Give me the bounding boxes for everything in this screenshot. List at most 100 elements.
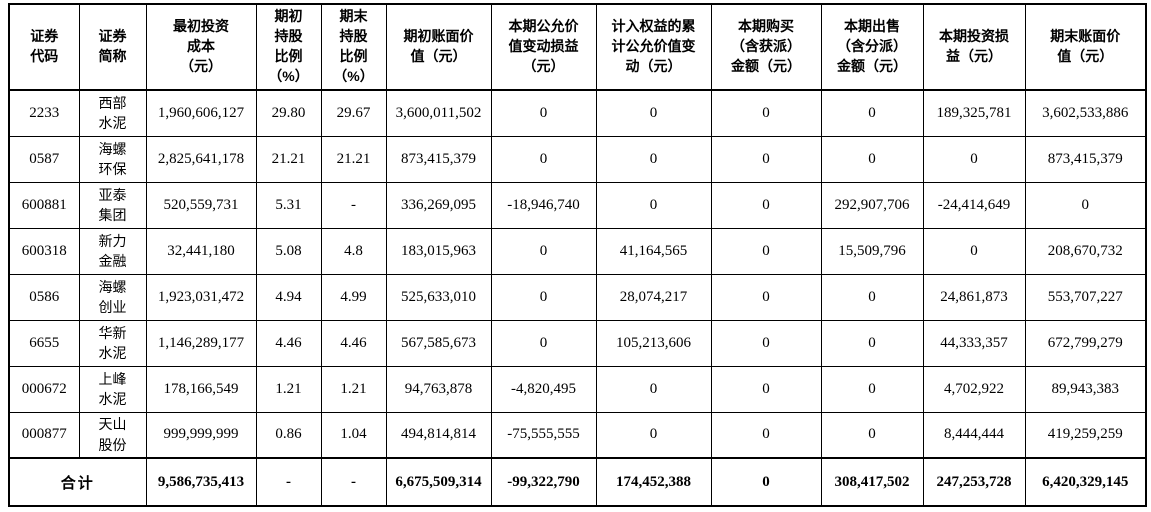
value-cell: 105,213,606 — [595, 319, 712, 367]
security-code-cell: 600881 — [8, 181, 80, 229]
column-header: 本期投资损 益（元） — [922, 3, 1026, 91]
column-header: 期初 持股 比例 （%） — [255, 3, 322, 91]
total-value-cell: - — [255, 457, 322, 507]
security-name-cell: 海螺创业 — [78, 273, 147, 321]
total-value-cell: 174,452,388 — [595, 457, 712, 507]
value-cell: 0.86 — [255, 411, 322, 459]
value-cell: 0 — [710, 181, 822, 229]
column-header: 证券 代码 — [8, 3, 80, 91]
table-row: 000877 天山股份 999,999,999 0.86 1.04 494,814,814… — [8, 411, 1147, 459]
value-cell: 525,633,010 — [385, 273, 492, 321]
value-cell: 3,600,011,502 — [385, 89, 492, 137]
security-name-cell: 西部水泥 — [78, 89, 147, 137]
value-cell: 89,943,383 — [1024, 365, 1147, 413]
value-cell: 873,415,379 — [385, 135, 492, 183]
table-row: 0587 海螺环保 2,825,641,178 21.21 21.21 873,415,3… — [8, 135, 1147, 183]
column-header: 证券 简称 — [78, 3, 147, 91]
value-cell: 1.21 — [255, 365, 322, 413]
table-row: 6655 华新水泥 1,146,289,177 4.46 4.46 567,585,673… — [8, 319, 1147, 367]
value-cell: 4.94 — [255, 273, 322, 321]
value-cell: 0 — [490, 319, 597, 367]
security-name-cell: 天山股份 — [78, 411, 147, 459]
value-cell: 1.04 — [320, 411, 387, 459]
security-name-cell: 上峰水泥 — [78, 365, 147, 413]
column-header: 本期公允价 值变动损益 （元） — [490, 3, 597, 91]
value-cell: -18,946,740 — [490, 181, 597, 229]
security-name-cell: 华新水泥 — [78, 319, 147, 367]
value-cell: -4,820,495 — [490, 365, 597, 413]
value-cell: 0 — [490, 135, 597, 183]
value-cell: -75,555,555 — [490, 411, 597, 459]
value-cell: 1.21 — [320, 365, 387, 413]
value-cell: 0 — [710, 135, 822, 183]
security-code-cell: 0587 — [8, 135, 80, 183]
table-row: 2233 西部水泥 1,960,606,127 29.80 29.67 3,600,011… — [8, 89, 1147, 137]
value-cell: 15,509,796 — [820, 227, 924, 275]
value-cell: 336,269,095 — [385, 181, 492, 229]
value-cell: 999,999,999 — [145, 411, 257, 459]
value-cell: 0 — [922, 135, 1026, 183]
value-cell: 4.46 — [320, 319, 387, 367]
value-cell: 0 — [820, 365, 924, 413]
security-name-cell: 海螺环保 — [78, 135, 147, 183]
total-value-cell: 6,675,509,314 — [385, 457, 492, 507]
value-cell: 0 — [820, 411, 924, 459]
value-cell: 41,164,565 — [595, 227, 712, 275]
value-cell: 28,074,217 — [595, 273, 712, 321]
total-value-cell: - — [320, 457, 387, 507]
value-cell: 1,146,289,177 — [145, 319, 257, 367]
value-cell: 292,907,706 — [820, 181, 924, 229]
value-cell: 0 — [1024, 181, 1147, 229]
value-cell: 3,602,533,886 — [1024, 89, 1147, 137]
value-cell: - — [320, 181, 387, 229]
security-code-cell: 6655 — [8, 319, 80, 367]
value-cell: 21.21 — [255, 135, 322, 183]
security-code-cell: 2233 — [8, 89, 80, 137]
total-value-cell: 9,586,735,413 — [145, 457, 257, 507]
value-cell: 4,702,922 — [922, 365, 1026, 413]
column-header: 计入权益的累 计公允价值变 动（元） — [595, 3, 712, 91]
total-label: 合计 — [8, 457, 147, 507]
column-header: 最初投资 成本 （元） — [145, 3, 257, 91]
value-cell: 0 — [490, 89, 597, 137]
total-value-cell: 6,420,329,145 — [1024, 457, 1147, 507]
value-cell: 0 — [595, 411, 712, 459]
value-cell: 94,763,878 — [385, 365, 492, 413]
securities-investment-table: 证券 代码 证券 简称 最初投资 成本 （元） 期初 持股 比例 （%） 期末 持股 比… — [8, 3, 1147, 507]
value-cell: 4.46 — [255, 319, 322, 367]
value-cell: 0 — [710, 273, 822, 321]
value-cell: 0 — [820, 135, 924, 183]
value-cell: 0 — [710, 365, 822, 413]
table-header: 证券 代码 证券 简称 最初投资 成本 （元） 期初 持股 比例 （%） 期末 持股 比… — [8, 3, 1147, 91]
table-row: 600881 亚泰集团 520,559,731 5.31-336,269,095 -18… — [8, 181, 1147, 229]
value-cell: 0 — [595, 89, 712, 137]
column-header: 本期购买 （含获派） 金额（元） — [710, 3, 822, 91]
value-cell: 494,814,814 — [385, 411, 492, 459]
value-cell: 29.80 — [255, 89, 322, 137]
value-cell: 567,585,673 — [385, 319, 492, 367]
value-cell: 8,444,444 — [922, 411, 1026, 459]
total-value-cell: -99,322,790 — [490, 457, 597, 507]
total-row: 合计 9,586,735,413- -6,675,509,314 -99,322,79… — [8, 457, 1147, 507]
table-row: 0586 海螺创业 1,923,031,472 4.94 4.99 525,633,010… — [8, 273, 1147, 321]
security-code-cell: 000877 — [8, 411, 80, 459]
value-cell: 419,259,259 — [1024, 411, 1147, 459]
value-cell: 5.08 — [255, 227, 322, 275]
security-code-cell: 600318 — [8, 227, 80, 275]
value-cell: 2,825,641,178 — [145, 135, 257, 183]
value-cell: 0 — [922, 227, 1026, 275]
value-cell: 0 — [490, 227, 597, 275]
value-cell: 0 — [595, 135, 712, 183]
value-cell: 32,441,180 — [145, 227, 257, 275]
security-name-cell: 新力金融 — [78, 227, 147, 275]
value-cell: 672,799,279 — [1024, 319, 1147, 367]
header-row: 证券 代码 证券 简称 最初投资 成本 （元） 期初 持股 比例 （%） 期末 持股 比… — [8, 3, 1147, 91]
column-header: 本期出售 （含分派） 金额（元） — [820, 3, 924, 91]
table-body: 2233 西部水泥 1,960,606,127 29.80 29.67 3,600,011… — [8, 89, 1147, 507]
value-cell: 1,960,606,127 — [145, 89, 257, 137]
value-cell: 0 — [820, 319, 924, 367]
value-cell: 4.8 — [320, 227, 387, 275]
value-cell: 208,670,732 — [1024, 227, 1147, 275]
value-cell: 0 — [710, 411, 822, 459]
